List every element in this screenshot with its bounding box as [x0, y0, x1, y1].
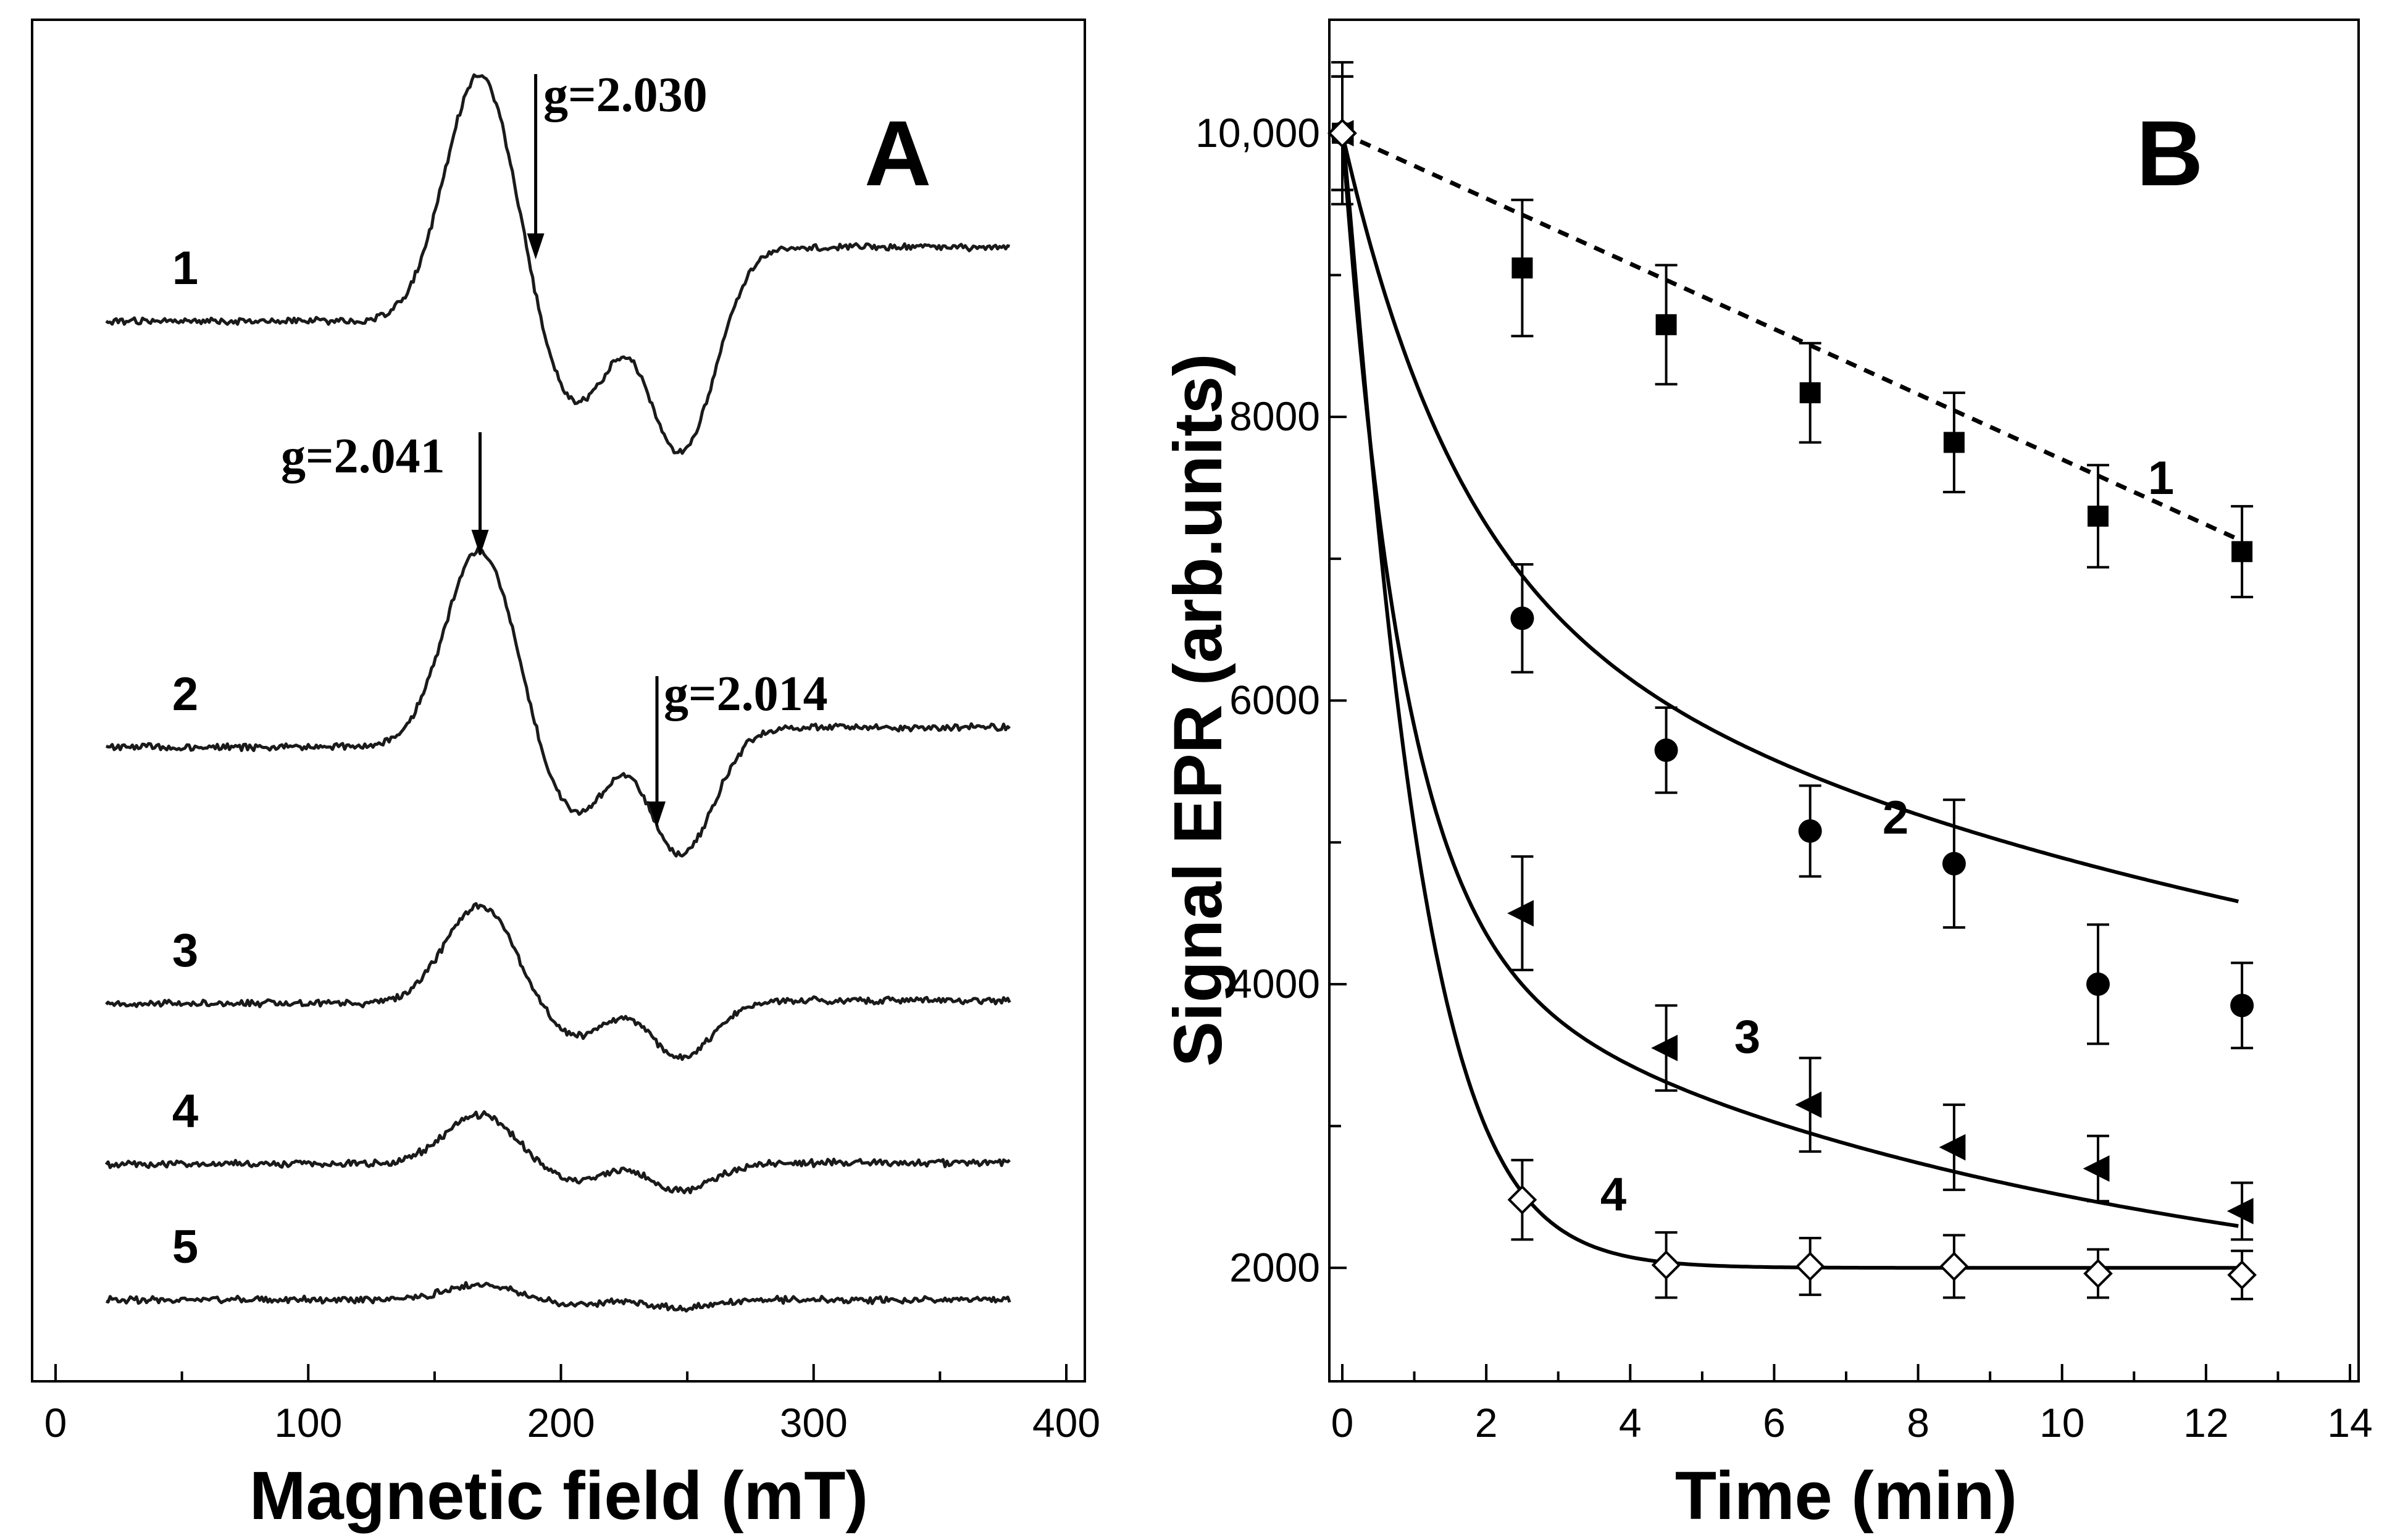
panel-a-xlabel: Magnetic field (mT)	[249, 1458, 868, 1534]
series-label-3: 3	[1734, 1011, 1760, 1063]
epr-trace-3	[105, 902, 1011, 1061]
b-ytick-label: 6000	[1229, 677, 1320, 723]
data-point-series-2	[2230, 994, 2254, 1018]
fit-curve-2	[1340, 133, 2239, 903]
annotation-g-value: g=2.030	[543, 68, 708, 122]
annotation-arrowhead	[527, 233, 545, 259]
data-point-series-4	[1507, 1185, 1537, 1215]
data-point-series-1	[2231, 541, 2253, 563]
data-point-series-2	[1798, 819, 1822, 843]
a-xtick-label: 100	[274, 1400, 342, 1446]
b-xtick-label: 14	[2327, 1400, 2372, 1446]
b-ytick-label: 2000	[1229, 1244, 1320, 1290]
trace-label-4: 4	[172, 1085, 198, 1137]
fit-curve-1	[1341, 131, 2239, 542]
trace-label-5: 5	[172, 1221, 198, 1273]
series-label-4: 4	[1600, 1168, 1626, 1221]
data-point-series-1	[1511, 257, 1533, 278]
fit-curve-4	[1340, 133, 2239, 1270]
annotation-g-value: g=2.014	[664, 667, 828, 721]
panel-a-chart: A 0 100 200 300 400 1 2 3 4 5 g=2.030 g=2.041 g=2.…	[31, 19, 1100, 1534]
epr-trace-4	[104, 1110, 1011, 1195]
data-point-series-4	[1939, 1252, 1969, 1281]
b-xtick-label: 0	[1331, 1400, 1354, 1446]
b-ytick-label: 4000	[1229, 961, 1320, 1006]
b-xtick-label: 6	[1763, 1400, 1786, 1446]
data-point-series-4	[2083, 1258, 2113, 1289]
panel-b-frame	[1328, 19, 2360, 1383]
b-xtick-label: 10	[2039, 1400, 2084, 1446]
epr-trace-5	[106, 1281, 1011, 1313]
data-point-series-3	[2083, 1155, 2110, 1182]
a-xtick-label: 300	[780, 1400, 848, 1446]
data-point-series-3	[1795, 1091, 1822, 1118]
trace-label-3: 3	[172, 924, 198, 977]
data-point-series-3	[1507, 900, 1534, 927]
panel-b-xlabel: Time (min)	[1675, 1458, 2017, 1534]
data-point-series-1	[1655, 314, 1677, 335]
data-point-series-2	[1510, 606, 1534, 630]
data-point-series-4	[1795, 1252, 1825, 1281]
a-xtick-label: 200	[527, 1400, 595, 1446]
data-point-series-3	[1939, 1134, 1966, 1161]
data-point-series-3	[2226, 1197, 2254, 1224]
series-label-2: 2	[1883, 792, 1908, 844]
series-label-1: 1	[2148, 452, 2174, 504]
data-point-series-4	[1327, 118, 1357, 148]
data-point-series-4	[1651, 1250, 1681, 1280]
epr-trace-1	[105, 73, 1011, 455]
panel-b-ylabel: Signal EPR (arb.units)	[1160, 353, 1236, 1066]
data-point-series-2	[1942, 852, 1966, 876]
annotation-arrowhead	[471, 530, 489, 556]
b-ytick-label: 8000	[1229, 393, 1320, 439]
trace-label-1: 1	[172, 242, 198, 295]
epr-trace-2	[106, 546, 1011, 858]
b-xtick-label: 8	[1907, 1400, 1929, 1446]
trace-label-2: 2	[172, 668, 198, 721]
b-ytick-label: 10,000	[1195, 110, 1320, 156]
b-xtick-label: 4	[1619, 1400, 1642, 1446]
data-point-series-2	[1654, 738, 1678, 762]
panel-a-frame	[31, 19, 1086, 1383]
annotation-g-value: g=2.041	[281, 429, 445, 483]
data-point-series-1	[1943, 432, 1965, 453]
a-xtick-label: 400	[1032, 1400, 1100, 1446]
data-point-series-2	[2086, 972, 2110, 996]
annotation-arrowhead	[648, 801, 666, 827]
data-point-series-1	[2088, 505, 2109, 527]
data-point-series-1	[1799, 382, 1821, 404]
panel-a-letter: A	[864, 101, 931, 205]
b-xtick-label: 12	[2183, 1400, 2228, 1446]
data-point-series-4	[2227, 1260, 2257, 1290]
b-xtick-label: 2	[1475, 1400, 1498, 1446]
panel-b-letter: B	[2136, 101, 2203, 205]
fit-curve-3	[1340, 133, 2239, 1228]
data-point-series-3	[1651, 1034, 1678, 1061]
a-xtick-label: 0	[44, 1400, 67, 1446]
